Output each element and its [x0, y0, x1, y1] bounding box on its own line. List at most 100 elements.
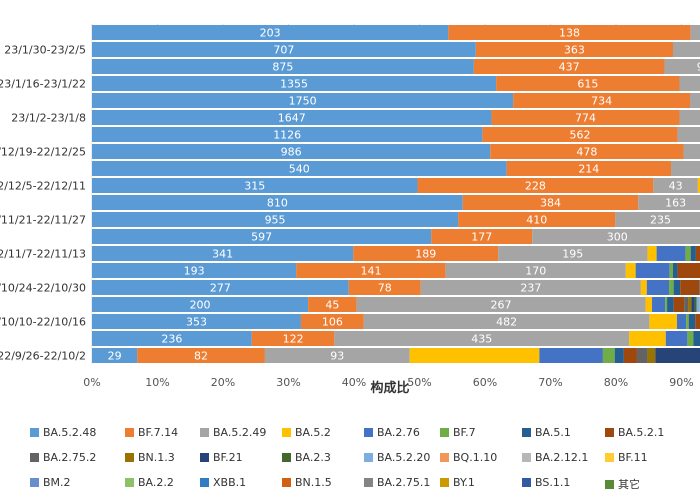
legend-item: BA.2.76 [364, 426, 420, 439]
bar-segment [614, 348, 624, 363]
data-label: 45 [325, 299, 339, 312]
bar-segment [308, 297, 357, 312]
bar-segment [296, 263, 446, 278]
legend-item: BA.2.3 [282, 451, 331, 464]
data-label: 195 [562, 248, 583, 261]
legend-swatch [440, 428, 449, 437]
bar-segment [647, 246, 657, 261]
bar-segment [636, 348, 648, 363]
x-tick-label: 80% [604, 376, 628, 389]
bar-segment [615, 212, 700, 227]
bar-segment [690, 93, 700, 108]
bar-segment [623, 348, 637, 363]
legend-label: 其它 [618, 478, 640, 491]
data-label: 300 [607, 231, 628, 244]
bar-segment [677, 127, 700, 142]
bar-segment [638, 195, 700, 210]
y-category-label: 22/10/10-22/10/16 [0, 316, 86, 329]
bar-segment [417, 178, 654, 193]
bar-segment [669, 280, 674, 295]
data-label: 93 [330, 350, 344, 363]
legend-label: BA.2.75.1 [377, 476, 431, 489]
bar-segment [690, 25, 700, 40]
bar-segment [92, 331, 252, 346]
data-label: 410 [526, 214, 547, 227]
bar-segment [92, 246, 354, 261]
legend-item: BA.5.2 [282, 426, 331, 439]
x-tick-label: 30% [276, 376, 300, 389]
bar-segment [635, 263, 670, 278]
legend-swatch [364, 453, 373, 462]
bar-segment [669, 263, 673, 278]
data-label: 141 [361, 265, 382, 278]
bar-segment [491, 110, 680, 125]
legend-label: BA.5.2.1 [618, 426, 665, 439]
x-tick-label: 40% [342, 376, 366, 389]
bar-segment [688, 314, 696, 329]
bar-segment [92, 161, 507, 176]
y-category-label: 22/12/5-22/12/11 [0, 180, 86, 193]
bar-segment [665, 297, 668, 312]
data-label: 353 [186, 316, 207, 329]
bar-segment [348, 280, 421, 295]
data-label: 98 [697, 61, 700, 74]
y-category-label: 22/10/24-22/10/30 [0, 282, 86, 295]
legend-item: 其它 [605, 476, 640, 492]
x-tick-label: 20% [211, 376, 235, 389]
legend-swatch [282, 428, 291, 437]
data-label: 482 [496, 316, 517, 329]
legend-label: BA.2.2 [138, 476, 174, 489]
legend-label: BN.1.3 [138, 451, 175, 464]
bar-segment [685, 246, 691, 261]
bars-layer [92, 25, 700, 365]
bar-segment [640, 280, 647, 295]
data-label: 214 [578, 163, 599, 176]
legend-swatch [605, 453, 614, 462]
bar-segment [409, 348, 540, 363]
data-label: 363 [564, 44, 585, 57]
legend-item: BF.7 [440, 426, 476, 439]
legend-label: BA.5.2.49 [213, 426, 267, 439]
bar-segment [532, 229, 700, 244]
bar-segment [92, 42, 476, 57]
data-label: 203 [260, 27, 281, 40]
data-label: 341 [212, 248, 233, 261]
data-label: 384 [540, 197, 561, 210]
data-label: 1355 [280, 78, 308, 91]
legend-swatch [364, 428, 373, 437]
bar-segment [92, 263, 297, 278]
bar-segment [92, 178, 418, 193]
legend-swatch [30, 453, 39, 462]
legend-label: BA.2.76 [377, 426, 420, 439]
bar-segment [445, 263, 626, 278]
bar-segment [92, 59, 474, 74]
bar-segment [513, 93, 691, 108]
legend-swatch [605, 428, 614, 437]
data-label: 597 [251, 231, 272, 244]
bar-segment [92, 229, 432, 244]
data-label: 106 [322, 316, 343, 329]
bar-segment [646, 280, 670, 295]
data-label: 237 [520, 282, 541, 295]
legend-item: BA.5.2.49 [200, 426, 266, 439]
legend-item: BA.5.2.48 [30, 426, 96, 439]
data-label: 200 [190, 299, 211, 312]
bar-segment [645, 297, 653, 312]
legend-label: BF.21 [213, 451, 243, 464]
bar-segment [695, 246, 700, 261]
bar-segment [693, 331, 700, 346]
legend-swatch [440, 478, 449, 487]
data-label: 562 [569, 129, 590, 142]
legend-label: BA.2.75.2 [43, 451, 97, 464]
legend-swatch [125, 428, 134, 437]
legend-label: BA.2.3 [295, 451, 331, 464]
legend-item: BN.1.3 [125, 451, 175, 464]
bar-segment [655, 348, 700, 363]
x-tick-label: 50% [407, 376, 431, 389]
legend-swatch [282, 453, 291, 462]
bar-segment [363, 314, 650, 329]
data-label: 810 [267, 197, 288, 210]
bar-segment [137, 348, 265, 363]
data-label: 478 [576, 146, 597, 159]
